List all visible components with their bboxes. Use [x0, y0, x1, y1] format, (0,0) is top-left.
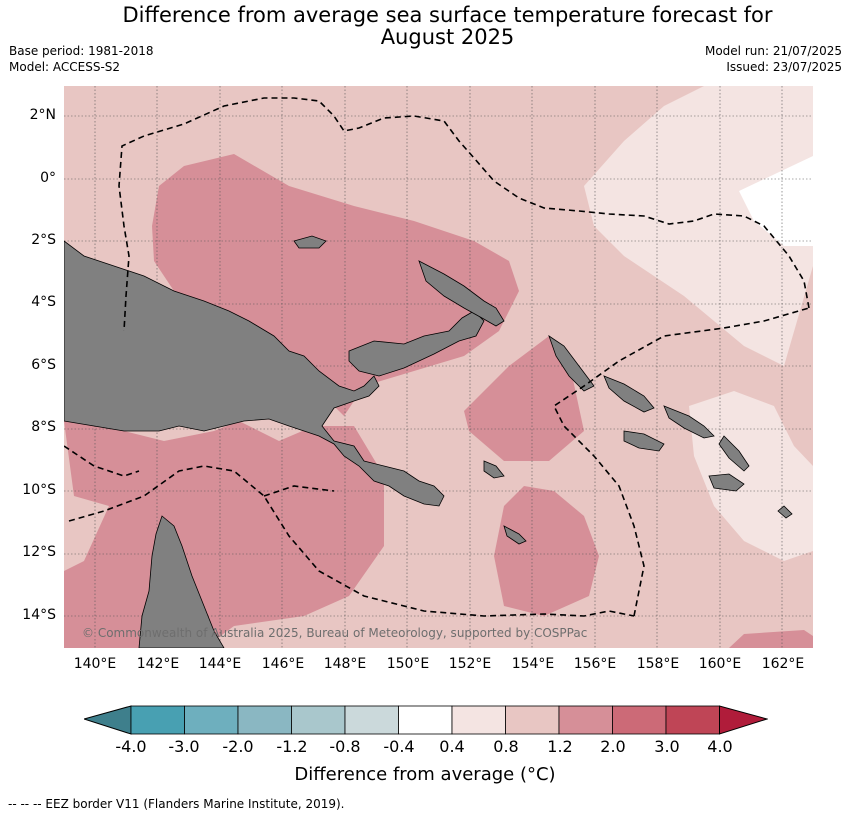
lon-label-144e: 144°E: [198, 656, 242, 672]
cbar-tick-4: -0.8: [329, 737, 361, 756]
manus-island-land: [293, 235, 327, 249]
cbar-tick-0: -4.0: [115, 737, 147, 756]
lat-label-10s: 10°S: [22, 482, 56, 498]
santa-isabel-land: [663, 405, 715, 439]
guadalcanal-land: [623, 430, 665, 452]
lon-label-146e: 146°E: [261, 656, 305, 672]
cbar-tick-11: 4.0: [707, 737, 733, 756]
colorbar-band: [291, 705, 346, 735]
colorbar-band: [558, 705, 613, 735]
run-info: Model run: 21/07/2025 Issued: 23/07/2025: [705, 43, 842, 75]
map-canvas: [64, 86, 813, 648]
cbar-tick-5: -0.4: [383, 737, 415, 756]
dentrecasteaux-land: [483, 460, 505, 479]
title-line-1: Difference from average sea surface temp…: [122, 3, 773, 27]
new-britain-land: [348, 310, 485, 377]
region-1-2-2-0-south: [64, 421, 384, 648]
colorbar-band: [184, 705, 239, 735]
lat-label-2s: 2°S: [31, 232, 56, 248]
bougainville-land: [548, 335, 595, 392]
lon-label-140e: 140°E: [73, 656, 117, 672]
lon-label-142e: 142°E: [136, 656, 180, 672]
lon-label-162e: 162°E: [761, 656, 805, 672]
region-1-2-2-0-southcentral: [494, 486, 599, 616]
colorbar-band: [505, 705, 560, 735]
region-0-4-0-8-southeast: [689, 391, 813, 561]
cbar-tick-2: -2.0: [222, 737, 254, 756]
eez-legend: -- -- -- EEZ border V11 (Flanders Marine…: [8, 797, 345, 811]
cbar-tick-8: 1.2: [547, 737, 573, 756]
colorbar-arrow-low: [84, 705, 132, 735]
eez-borders: [64, 97, 810, 617]
lat-label-0: 0°: [40, 170, 56, 186]
cbar-tick-9: 2.0: [600, 737, 626, 756]
lon-label-152e: 152°E: [448, 656, 492, 672]
colorbar-band: [344, 705, 399, 735]
lon-label-148e: 148°E: [323, 656, 367, 672]
issued-date: Issued: 23/07/2025: [726, 60, 842, 74]
cbar-tick-6: 0.4: [439, 737, 465, 756]
colorbar-band: [451, 705, 506, 735]
map-title: Difference from average sea surface temp…: [0, 4, 850, 48]
colorbar-band: [398, 705, 453, 735]
lat-label-6s: 6°S: [31, 357, 56, 373]
makira-land: [708, 473, 745, 492]
colorbar-band: [130, 705, 185, 735]
cape-york-land: [138, 515, 225, 648]
choiseul-land: [603, 375, 655, 413]
colorbar-band: [665, 705, 720, 735]
lat-label-14s: 14°S: [22, 607, 56, 623]
lon-label-150e: 150°E: [386, 656, 430, 672]
lat-label-2n: 2°N: [29, 107, 56, 123]
lon-label-156e: 156°E: [573, 656, 617, 672]
rennell-land: [777, 505, 793, 519]
region-1-2-2-0-southeast: [729, 630, 813, 648]
lon-label-160e: 160°E: [698, 656, 742, 672]
new-ireland-land: [418, 260, 505, 327]
base-info: Base period: 1981-2018 Model: ACCESS-S2: [9, 43, 154, 75]
malaita-land: [718, 435, 750, 472]
sst-anomaly-map: [64, 86, 813, 648]
lat-label-8s: 8°S: [31, 419, 56, 435]
lon-label-154e: 154°E: [511, 656, 555, 672]
base-period: Base period: 1981-2018: [9, 44, 154, 58]
region-0-4-0-8-northeast: [584, 86, 813, 366]
title-line-2: August 2025: [380, 25, 515, 49]
cbar-tick-3: -1.2: [276, 737, 308, 756]
model-name: Model: ACCESS-S2: [9, 60, 121, 74]
copyright-notice: © Commonwealth of Australia 2025, Bureau…: [82, 626, 588, 640]
colorbar-title: Difference from average (°C): [294, 764, 556, 785]
cbar-tick-1: -3.0: [168, 737, 200, 756]
colorbar-arrow-high: [719, 705, 768, 735]
lon-label-158e: 158°E: [636, 656, 680, 672]
new-guinea-land: [64, 240, 445, 507]
lat-label-12s: 12°S: [22, 544, 56, 560]
region-1-2-2-0-central: [464, 336, 584, 461]
lat-label-4s: 4°S: [31, 294, 56, 310]
cbar-tick-10: 3.0: [654, 737, 680, 756]
louisiade-land: [503, 525, 527, 545]
colorbar-band: [237, 705, 292, 735]
colorbar-band: [612, 705, 667, 735]
cbar-tick-7: 0.8: [493, 737, 519, 756]
model-run: Model run: 21/07/2025: [704, 44, 842, 58]
colorbar: [84, 705, 768, 735]
